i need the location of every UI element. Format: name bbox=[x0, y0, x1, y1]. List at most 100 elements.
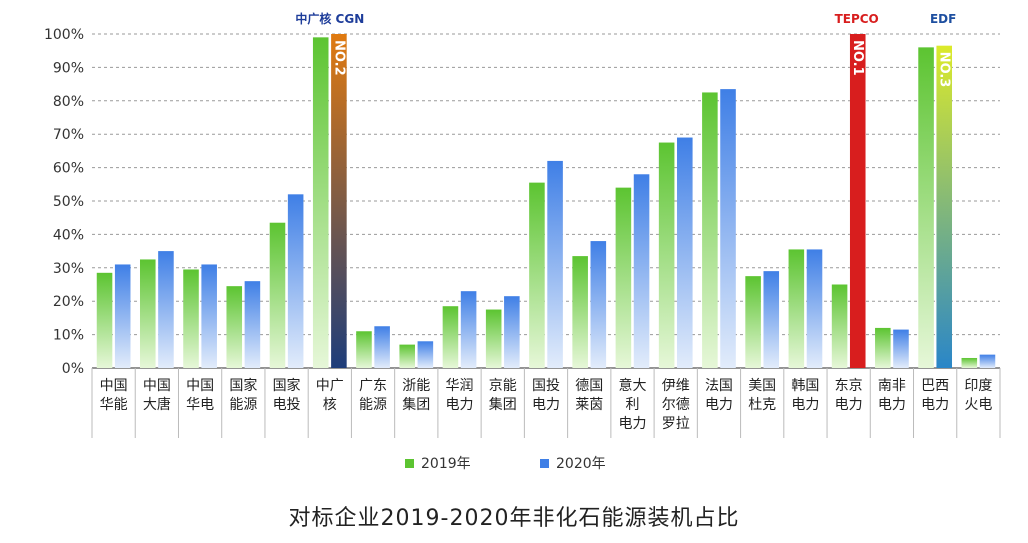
x-tick-label: 核 bbox=[323, 397, 337, 413]
rank-label: NO.1 bbox=[850, 40, 865, 76]
x-tick-label: 能源 bbox=[229, 397, 257, 413]
x-tick-label: 浙能 bbox=[402, 378, 430, 394]
y-tick-label: 10% bbox=[53, 328, 84, 344]
x-tick-label: 电力 bbox=[446, 397, 474, 413]
y-tick-label: 60% bbox=[53, 161, 84, 177]
bar-2020 bbox=[201, 264, 217, 368]
bar-2019 bbox=[312, 37, 329, 369]
legend-swatch bbox=[405, 459, 414, 468]
legend-label: 2019年 bbox=[421, 456, 471, 472]
x-tick-label: 韩国 bbox=[791, 378, 819, 394]
rank-label: NO.2 bbox=[331, 40, 346, 76]
bar-2020 bbox=[547, 160, 563, 368]
bar-2019 bbox=[529, 182, 545, 368]
bar-2020 bbox=[806, 249, 823, 368]
bar-2020 bbox=[374, 326, 390, 368]
x-tick-label: 利 bbox=[625, 397, 639, 413]
x-tick-label: 国家 bbox=[273, 377, 301, 394]
bar-2020 bbox=[849, 34, 866, 368]
legend-label: 2020年 bbox=[556, 456, 606, 472]
bar-2019 bbox=[572, 256, 588, 368]
x-tick-label: 电力 bbox=[921, 397, 949, 413]
bar-2019 bbox=[139, 259, 156, 368]
x-tick-label: 电力 bbox=[618, 416, 646, 432]
x-tick-label: 法国 bbox=[705, 378, 733, 394]
bar-2020 bbox=[893, 329, 909, 368]
x-tick-label: 电力 bbox=[705, 397, 733, 413]
logo-text: TEPCO bbox=[835, 12, 879, 26]
y-tick-label: 90% bbox=[53, 60, 84, 76]
x-tick-label: 东京 bbox=[835, 378, 863, 394]
x-tick-label: 能源 bbox=[359, 397, 387, 413]
x-tick-label: 集团 bbox=[402, 396, 430, 413]
y-tick-label: 80% bbox=[53, 94, 84, 110]
bar-2019 bbox=[183, 269, 199, 368]
bar-2019 bbox=[788, 249, 805, 368]
bar-2019 bbox=[961, 357, 978, 368]
y-tick-label: 100% bbox=[44, 27, 84, 43]
x-tick-label: 电力 bbox=[532, 397, 560, 413]
x-tick-label: 电力 bbox=[791, 397, 819, 413]
x-tick-label: 罗拉 bbox=[662, 416, 690, 432]
x-tick-label: 德国 bbox=[575, 378, 603, 394]
bar-2020 bbox=[590, 241, 607, 368]
y-tick-label: 0% bbox=[62, 361, 84, 377]
bar-2019 bbox=[399, 344, 415, 368]
x-tick-label: 中国 bbox=[143, 378, 171, 394]
legend-swatch bbox=[540, 459, 549, 468]
chart-title: 对标企业2019-2020年非化石能源装机占比 bbox=[288, 506, 740, 531]
bar-2020 bbox=[763, 271, 780, 368]
x-tick-label: 南非 bbox=[878, 378, 906, 394]
x-tick-label: 电力 bbox=[835, 397, 863, 413]
x-tick-label: 火电 bbox=[964, 397, 992, 413]
bar-2019 bbox=[485, 309, 502, 368]
x-tick-label: 尔德 bbox=[662, 397, 690, 413]
bar-2020 bbox=[244, 281, 261, 368]
x-tick-label: 华润 bbox=[446, 378, 474, 394]
bar-2019 bbox=[875, 327, 891, 368]
x-tick-label: 美国 bbox=[748, 378, 776, 394]
rank-label: NO.3 bbox=[937, 52, 952, 88]
x-tick-label: 广东 bbox=[359, 378, 387, 394]
x-tick-label: 意大 bbox=[618, 377, 646, 394]
x-tick-label: 电投 bbox=[273, 397, 301, 413]
x-tick-label: 大唐 bbox=[143, 396, 171, 413]
x-tick-label: 京能 bbox=[489, 378, 517, 394]
bar-2019 bbox=[442, 306, 459, 368]
bar-2020 bbox=[677, 137, 693, 368]
x-tick-label: 伊维 bbox=[662, 378, 690, 394]
bar-2020 bbox=[331, 34, 347, 368]
x-tick-label: 巴西 bbox=[921, 378, 949, 394]
logo-text: EDF bbox=[930, 12, 956, 26]
bar-2019 bbox=[702, 92, 718, 368]
x-tick-label: 集团 bbox=[489, 396, 517, 413]
bar-2019 bbox=[226, 286, 243, 368]
y-tick-label: 40% bbox=[53, 227, 84, 243]
bar-2019 bbox=[745, 276, 761, 368]
x-tick-label: 中国 bbox=[186, 378, 214, 394]
x-tick-label: 杜克 bbox=[748, 397, 776, 413]
x-tick-label: 国投 bbox=[532, 378, 560, 394]
bar-2020 bbox=[720, 89, 736, 369]
bar-2019 bbox=[356, 331, 372, 368]
bar-2020 bbox=[460, 291, 477, 368]
bar-2020 bbox=[417, 341, 434, 368]
bar-2019 bbox=[96, 272, 113, 368]
bar-2019 bbox=[269, 222, 286, 368]
x-tick-label: 国家 bbox=[229, 377, 257, 394]
bar-2020 bbox=[114, 264, 131, 368]
x-tick-label: 中广 bbox=[316, 378, 344, 394]
bar-2020 bbox=[936, 45, 953, 368]
bar-2020 bbox=[158, 251, 174, 368]
x-tick-label: 华能 bbox=[100, 397, 128, 413]
x-tick-label: 中国 bbox=[100, 378, 128, 394]
bar-2019 bbox=[918, 47, 934, 369]
y-tick-label: 20% bbox=[53, 294, 84, 310]
logo-text: 中广核 CGN bbox=[295, 11, 364, 26]
x-tick-label: 莱茵 bbox=[575, 397, 603, 413]
x-tick-label: 电力 bbox=[878, 397, 906, 413]
bar-2019 bbox=[658, 142, 675, 368]
x-tick-label: 印度 bbox=[964, 378, 992, 394]
